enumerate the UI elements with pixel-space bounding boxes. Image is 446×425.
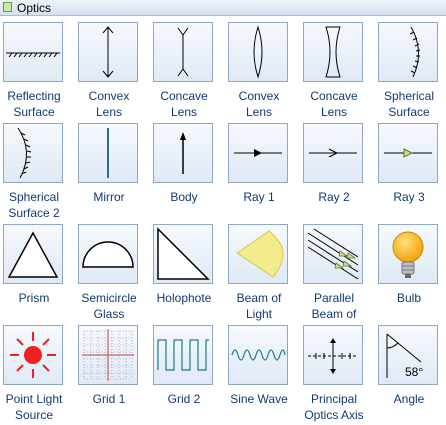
shape-label: Grid 2: [167, 392, 201, 406]
mirror-icon: [78, 123, 138, 183]
ray-1-icon: [228, 123, 288, 183]
shape-reflecting-surface[interactable]: Reflecting Surface: [0, 22, 75, 122]
shape-label: Prism: [18, 291, 50, 305]
holophote-icon: [153, 224, 213, 284]
grid-1-icon: [78, 325, 138, 385]
shape-prism[interactable]: Prism: [0, 224, 75, 324]
shape-sine-wave[interactable]: Sine Wave: [225, 325, 300, 425]
shape-concave-lens-2[interactable]: Concave Lens: [300, 22, 375, 122]
shape-ray-2[interactable]: Ray 2: [300, 123, 375, 223]
convex-lens-icon: [228, 22, 288, 82]
ray-3-icon: [378, 123, 438, 183]
prism-icon: [3, 224, 63, 284]
shape-label: Point Light Source: [5, 392, 63, 422]
shape-label: Principal Optics Axis: [304, 392, 364, 422]
shape-label: Mirror: [93, 190, 125, 204]
shape-convex-lens-1[interactable]: Convex Lens: [75, 22, 150, 122]
shape-label: Semicircle Glass: [81, 291, 137, 321]
angle-icon: 58°: [378, 325, 438, 385]
shape-label: Body: [170, 190, 198, 204]
shape-bulb[interactable]: Bulb: [375, 224, 446, 324]
shape-parallel-beam[interactable]: Parallel Beam of: [300, 224, 375, 324]
convex-lens-arrows-icon: [78, 22, 138, 82]
shape-label: Holophote: [156, 291, 212, 305]
shape-ray-3[interactable]: Ray 3: [375, 123, 446, 223]
shape-concave-lens-1[interactable]: Concave Lens: [150, 22, 225, 122]
library-title: Optics: [17, 1, 52, 15]
shape-label: Reflecting Surface: [7, 89, 61, 119]
spherical-surface-icon: [378, 22, 438, 82]
shape-label: Spherical Surface: [383, 89, 435, 119]
shape-ray-1[interactable]: Ray 1: [225, 123, 300, 223]
shape-label: Beam of Light: [236, 291, 282, 321]
semicircle-glass-icon: [78, 224, 138, 284]
point-light-source-icon: [3, 325, 63, 385]
shape-convex-lens-2[interactable]: Convex Lens: [225, 22, 300, 122]
shape-label: Parallel Beam of: [311, 291, 357, 321]
shape-label: Ray 1: [243, 190, 275, 204]
principal-optics-axis-icon: [303, 325, 363, 385]
reflecting-surface-icon: [3, 22, 63, 82]
shape-semicircle-glass[interactable]: Semicircle Glass: [75, 224, 150, 324]
shape-label: Angle: [393, 392, 425, 406]
shape-label: Concave Lens: [310, 89, 358, 119]
shape-label: Convex Lens: [238, 89, 280, 119]
concave-lens-arrows-icon: [153, 22, 213, 82]
shape-principal-optics-axis[interactable]: Principal Optics Axis: [300, 325, 375, 425]
angle-value: 58°: [405, 365, 423, 379]
concave-lens-icon: [303, 22, 363, 82]
ray-2-icon: [303, 123, 363, 183]
shape-spherical-surface-2[interactable]: Spherical Surface 2: [0, 123, 75, 223]
shape-spherical-surface[interactable]: Spherical Surface: [375, 22, 446, 122]
grid-2-icon: [153, 325, 213, 385]
body-arrow-icon: [153, 123, 213, 183]
bulb-icon: [378, 224, 438, 284]
shape-label: Bulb: [396, 291, 422, 305]
shape-label: Grid 1: [92, 392, 126, 406]
sine-wave-icon: [228, 325, 288, 385]
spherical-surface-2-icon: [3, 123, 63, 183]
shape-label: Spherical Surface 2: [8, 190, 60, 220]
shape-beam-of-light[interactable]: Beam of Light: [225, 224, 300, 324]
shape-label: Convex Lens: [88, 89, 130, 119]
shape-holophote[interactable]: Holophote: [150, 224, 225, 324]
shape-grid-1[interactable]: Grid 1: [75, 325, 150, 425]
parallel-beam-icon: [303, 224, 363, 284]
shape-label: Sine Wave: [230, 392, 288, 406]
shape-body[interactable]: Body: [150, 123, 225, 223]
shape-mirror[interactable]: Mirror: [75, 123, 150, 223]
shape-point-light-source[interactable]: Point Light Source: [0, 325, 75, 425]
beam-of-light-icon: [228, 224, 288, 284]
shape-label: Concave Lens: [160, 89, 208, 119]
shape-label: Ray 3: [393, 190, 425, 204]
shape-label: Ray 2: [318, 190, 350, 204]
shape-angle[interactable]: 58° Angle: [375, 325, 446, 425]
shape-grid-2[interactable]: Grid 2: [150, 325, 225, 425]
library-header[interactable]: Optics: [0, 0, 446, 16]
library-icon: [3, 2, 12, 12]
